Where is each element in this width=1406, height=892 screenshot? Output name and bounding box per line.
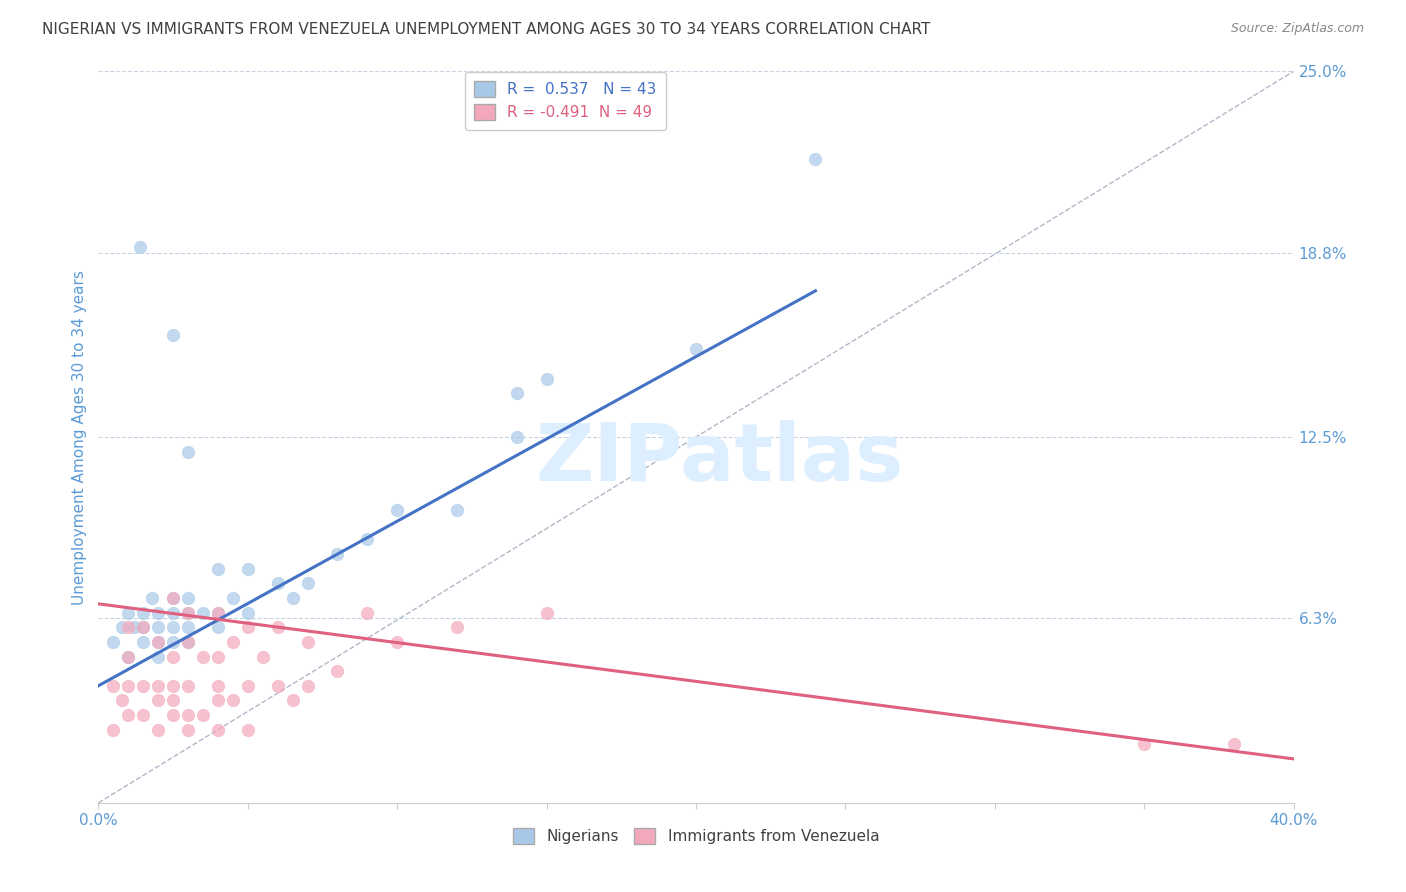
- Point: [446, 620, 468, 634]
- Point: [506, 386, 529, 401]
- Point: [207, 562, 229, 576]
- Point: [148, 635, 170, 649]
- Point: [148, 649, 170, 664]
- Point: [162, 591, 184, 605]
- Point: [162, 606, 184, 620]
- Point: [281, 693, 304, 707]
- Point: [177, 679, 200, 693]
- Point: [111, 693, 134, 707]
- Text: NIGERIAN VS IMMIGRANTS FROM VENEZUELA UNEMPLOYMENT AMONG AGES 30 TO 34 YEARS COR: NIGERIAN VS IMMIGRANTS FROM VENEZUELA UN…: [42, 22, 931, 37]
- Point: [117, 679, 139, 693]
- Point: [132, 606, 155, 620]
- Point: [129, 240, 152, 254]
- Point: [267, 576, 290, 591]
- Point: [162, 327, 184, 342]
- Point: [148, 693, 170, 707]
- Point: [207, 679, 229, 693]
- Y-axis label: Unemployment Among Ages 30 to 34 years: Unemployment Among Ages 30 to 34 years: [72, 269, 87, 605]
- Point: [132, 679, 155, 693]
- Point: [177, 444, 200, 458]
- Point: [117, 708, 139, 723]
- Point: [177, 591, 200, 605]
- Point: [141, 591, 163, 605]
- Point: [103, 679, 125, 693]
- Point: [207, 606, 229, 620]
- Point: [117, 649, 139, 664]
- Point: [177, 723, 200, 737]
- Point: [132, 620, 155, 634]
- Point: [281, 591, 304, 605]
- Point: [111, 620, 134, 634]
- Point: [536, 371, 558, 385]
- Point: [148, 606, 170, 620]
- Point: [162, 708, 184, 723]
- Point: [536, 606, 558, 620]
- Point: [297, 679, 319, 693]
- Point: [162, 693, 184, 707]
- Point: [207, 620, 229, 634]
- Legend: Nigerians, Immigrants from Venezuela: Nigerians, Immigrants from Venezuela: [506, 822, 886, 850]
- Point: [148, 620, 170, 634]
- Point: [297, 635, 319, 649]
- Text: ZIPatlas: ZIPatlas: [536, 420, 904, 498]
- Text: Source: ZipAtlas.com: Source: ZipAtlas.com: [1230, 22, 1364, 36]
- Point: [177, 708, 200, 723]
- Point: [356, 606, 378, 620]
- Point: [117, 649, 139, 664]
- Point: [132, 635, 155, 649]
- Point: [267, 679, 290, 693]
- Point: [124, 620, 146, 634]
- Point: [191, 708, 214, 723]
- Point: [162, 679, 184, 693]
- Point: [191, 649, 214, 664]
- Point: [162, 649, 184, 664]
- Point: [236, 562, 259, 576]
- Point: [506, 430, 529, 444]
- Point: [148, 679, 170, 693]
- Point: [222, 693, 245, 707]
- Point: [177, 606, 200, 620]
- Point: [132, 620, 155, 634]
- Point: [103, 635, 125, 649]
- Point: [177, 606, 200, 620]
- Point: [804, 152, 827, 166]
- Point: [326, 664, 349, 678]
- Point: [148, 635, 170, 649]
- Point: [252, 649, 274, 664]
- Point: [117, 620, 139, 634]
- Point: [222, 591, 245, 605]
- Point: [177, 635, 200, 649]
- Point: [207, 606, 229, 620]
- Point: [236, 606, 259, 620]
- Point: [207, 723, 229, 737]
- Point: [177, 620, 200, 634]
- Point: [297, 576, 319, 591]
- Point: [207, 693, 229, 707]
- Point: [117, 606, 139, 620]
- Point: [177, 635, 200, 649]
- Point: [267, 620, 290, 634]
- Point: [1223, 737, 1246, 751]
- Point: [148, 723, 170, 737]
- Point: [1133, 737, 1156, 751]
- Point: [132, 708, 155, 723]
- Point: [446, 503, 468, 517]
- Point: [385, 635, 409, 649]
- Point: [236, 620, 259, 634]
- Point: [356, 533, 378, 547]
- Point: [236, 679, 259, 693]
- Point: [103, 723, 125, 737]
- Point: [222, 635, 245, 649]
- Point: [191, 606, 214, 620]
- Point: [236, 723, 259, 737]
- Point: [207, 649, 229, 664]
- Point: [162, 635, 184, 649]
- Point: [685, 343, 707, 357]
- Point: [162, 591, 184, 605]
- Point: [326, 547, 349, 561]
- Point: [385, 503, 409, 517]
- Point: [162, 620, 184, 634]
